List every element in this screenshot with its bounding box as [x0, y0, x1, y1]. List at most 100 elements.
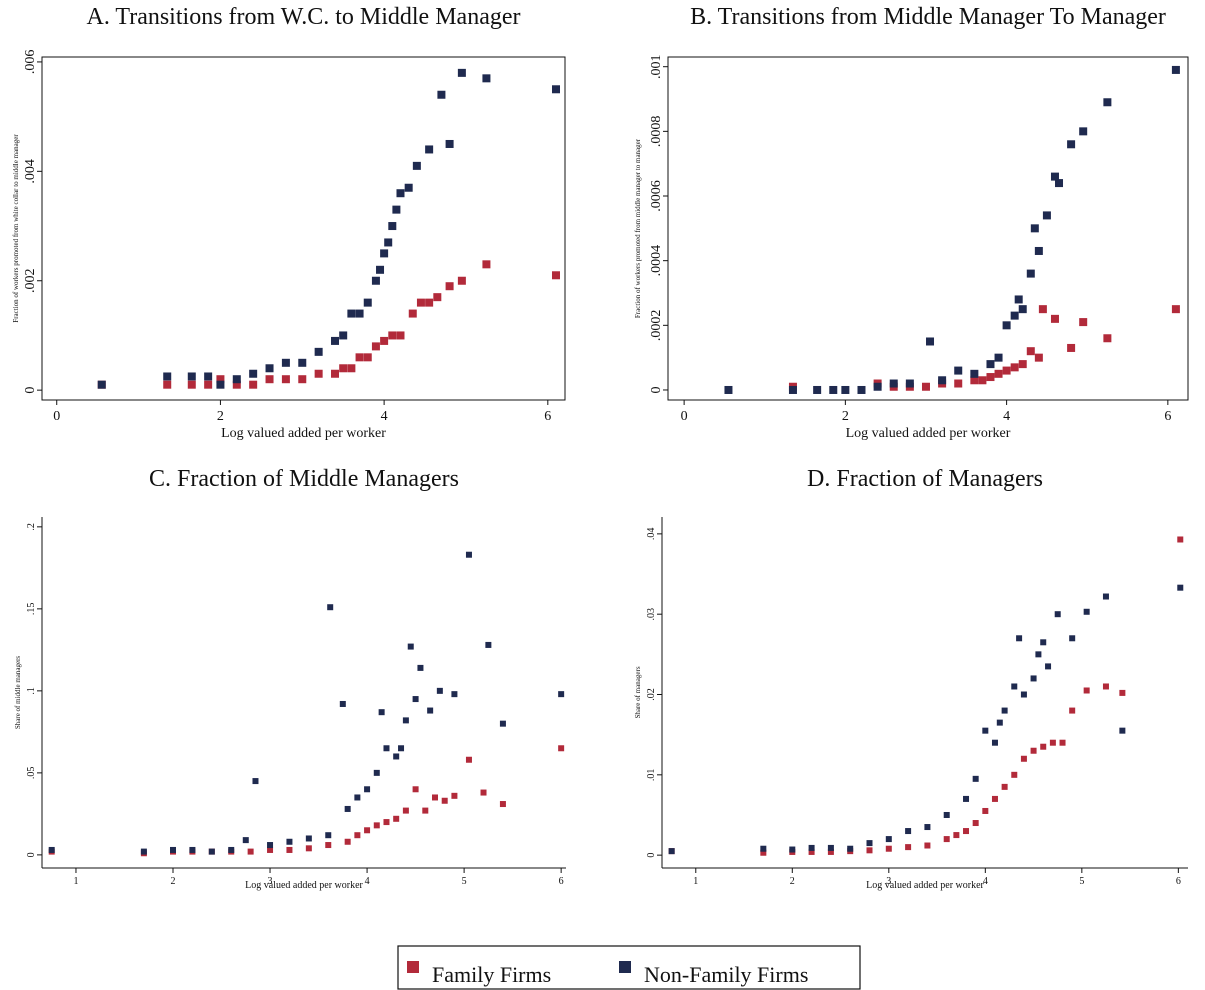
- data-point: [1018, 305, 1027, 314]
- x-tick-label: 5: [462, 876, 467, 887]
- data-point: [354, 832, 361, 839]
- data-point: [978, 376, 987, 385]
- data-point: [339, 700, 346, 707]
- data-point: [1030, 747, 1037, 754]
- data-point: [416, 298, 425, 307]
- data-point: [325, 842, 332, 849]
- data-point: [314, 347, 323, 356]
- data-point: [760, 849, 767, 856]
- y-tick-label: 0: [646, 853, 657, 858]
- data-point: [905, 379, 914, 388]
- data-point: [327, 604, 334, 611]
- data-point: [558, 745, 565, 752]
- data-point: [1018, 360, 1027, 369]
- data-point: [363, 353, 372, 362]
- legend-label: Non-Family Firms: [644, 962, 808, 987]
- data-point: [924, 842, 931, 849]
- data-point: [482, 260, 491, 269]
- data-point: [436, 687, 443, 694]
- x-tick-label: 2: [790, 876, 795, 887]
- data-point: [393, 753, 400, 760]
- plot-frame: [41, 56, 566, 401]
- data-point: [1119, 727, 1126, 734]
- data-point: [1010, 311, 1019, 320]
- data-point: [953, 832, 960, 839]
- chart-title: D. Fraction of Managers: [807, 466, 1043, 492]
- data-point: [1171, 305, 1180, 314]
- data-point: [331, 336, 340, 345]
- data-point: [905, 844, 912, 851]
- data-point: [1102, 683, 1109, 690]
- data-point: [480, 789, 487, 796]
- data-point: [163, 372, 172, 381]
- data-point: [457, 68, 466, 77]
- y-tick-label: .0004: [649, 245, 664, 277]
- data-point: [247, 848, 254, 855]
- data-point: [427, 707, 434, 714]
- x-tick-label: 3: [268, 876, 273, 887]
- data-point: [380, 336, 389, 345]
- data-point: [499, 720, 506, 727]
- data-point: [314, 369, 323, 378]
- data-point: [808, 848, 815, 855]
- data-point: [873, 382, 882, 391]
- data-point: [412, 161, 421, 170]
- y-tick-label: 0: [649, 386, 664, 393]
- data-point: [451, 792, 458, 799]
- chart-title: C. Fraction of Middle Managers: [149, 466, 459, 492]
- y-tick-label: .05: [26, 767, 37, 780]
- plot-frame: [667, 56, 1189, 401]
- data-point: [331, 369, 340, 378]
- x-tick-label: 2: [171, 876, 176, 887]
- data-point: [1067, 140, 1076, 149]
- data-point: [363, 298, 372, 307]
- data-point: [232, 375, 241, 384]
- x-tick-label: 5: [1079, 876, 1084, 887]
- data-point: [857, 385, 866, 394]
- data-point: [388, 331, 397, 340]
- data-point: [412, 696, 419, 703]
- data-point: [943, 811, 950, 818]
- data-point: [808, 844, 815, 851]
- data-point: [396, 331, 405, 340]
- data-point: [841, 385, 850, 394]
- data-point: [1042, 211, 1051, 220]
- data-point: [827, 844, 834, 851]
- data-point: [1014, 295, 1023, 304]
- data-point: [866, 840, 873, 847]
- data-point: [970, 376, 979, 385]
- y-tick-label: .03: [646, 608, 657, 621]
- data-point: [970, 369, 979, 378]
- data-point: [1067, 343, 1076, 352]
- x-tick-label: 4: [365, 876, 370, 887]
- data-point: [216, 375, 225, 384]
- data-point: [325, 832, 332, 839]
- y-tick-label: .0008: [649, 116, 664, 148]
- data-point: [1119, 689, 1126, 696]
- data-point: [208, 848, 215, 855]
- data-point: [954, 379, 963, 388]
- data-point: [380, 249, 389, 258]
- data-point: [1069, 635, 1076, 642]
- data-point: [972, 775, 979, 782]
- y-tick-label: .0006: [649, 180, 664, 212]
- data-point: [986, 373, 995, 382]
- data-point: [437, 90, 446, 99]
- data-point: [1001, 783, 1008, 790]
- data-point: [1020, 755, 1027, 762]
- data-point: [408, 309, 417, 318]
- data-point: [827, 848, 834, 855]
- data-point: [187, 380, 196, 389]
- data-point: [1038, 305, 1047, 314]
- y-tick-label: .002: [23, 268, 38, 293]
- data-point: [298, 358, 307, 367]
- x-axis-title: Log valued added per worker: [866, 880, 984, 891]
- data-point: [355, 353, 364, 362]
- data-point: [1177, 584, 1184, 591]
- data-point: [393, 815, 400, 822]
- y-tick-label: .01: [646, 769, 657, 782]
- data-point: [376, 265, 385, 274]
- data-point: [1030, 224, 1039, 233]
